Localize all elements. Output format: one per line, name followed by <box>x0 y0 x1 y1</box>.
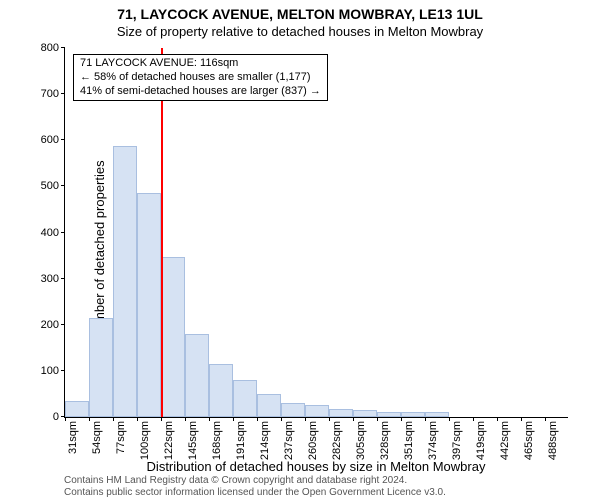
footer-attribution: Contains HM Land Registry data © Crown c… <box>64 475 446 498</box>
annotation-box: 71 LAYCOCK AVENUE: 116sqm← 58% of detach… <box>73 54 328 101</box>
histogram-bar <box>329 409 353 417</box>
y-tick-label: 0 <box>53 411 65 423</box>
x-tick-label: 465sqm <box>523 421 535 460</box>
x-tick-label: 214sqm <box>259 421 271 460</box>
x-tick-mark <box>305 417 306 421</box>
x-tick-label: 351sqm <box>403 421 415 460</box>
x-tick-label: 328sqm <box>379 421 391 460</box>
x-tick-label: 145sqm <box>187 421 199 460</box>
x-tick-label: 100sqm <box>139 421 151 460</box>
x-axis-label: Distribution of detached houses by size … <box>64 459 568 474</box>
chart-title-main: 71, LAYCOCK AVENUE, MELTON MOWBRAY, LE13… <box>0 6 600 22</box>
x-tick-mark <box>185 417 186 421</box>
x-tick-mark <box>377 417 378 421</box>
x-tick-mark <box>449 417 450 421</box>
reference-line <box>161 48 163 417</box>
histogram-bar <box>257 394 281 417</box>
x-tick-mark <box>89 417 90 421</box>
x-tick-mark <box>233 417 234 421</box>
footer-line-1: Contains HM Land Registry data © Crown c… <box>64 475 446 487</box>
y-tick-label: 100 <box>41 365 65 377</box>
histogram-bar <box>185 334 209 417</box>
x-tick-label: 168sqm <box>211 421 223 460</box>
x-tick-mark <box>545 417 546 421</box>
x-tick-label: 305sqm <box>355 421 367 460</box>
histogram-bar <box>89 318 113 417</box>
x-tick-label: 442sqm <box>499 421 511 460</box>
x-tick-mark <box>473 417 474 421</box>
histogram-bar <box>209 364 233 417</box>
histogram-bar <box>401 412 425 417</box>
y-tick-label: 600 <box>41 134 65 146</box>
bars-layer <box>65 48 568 417</box>
x-tick-label: 397sqm <box>451 421 463 460</box>
annotation-line: 71 LAYCOCK AVENUE: 116sqm <box>80 57 321 71</box>
x-tick-label: 191sqm <box>235 421 247 460</box>
y-tick-label: 400 <box>41 227 65 239</box>
chart-container: 71, LAYCOCK AVENUE, MELTON MOWBRAY, LE13… <box>0 0 600 500</box>
histogram-bar <box>137 193 161 417</box>
y-tick-label: 200 <box>41 319 65 331</box>
x-tick-mark <box>161 417 162 421</box>
x-tick-label: 260sqm <box>307 421 319 460</box>
x-tick-label: 419sqm <box>475 421 487 460</box>
x-tick-label: 31sqm <box>67 421 79 454</box>
histogram-bar <box>233 380 257 417</box>
x-tick-mark <box>257 417 258 421</box>
histogram-bar <box>65 401 89 417</box>
x-tick-label: 282sqm <box>331 421 343 460</box>
plot-area: 010020030040050060070080031sqm54sqm77sqm… <box>64 48 568 418</box>
x-tick-mark <box>65 417 66 421</box>
x-tick-label: 122sqm <box>163 421 175 460</box>
x-tick-mark <box>353 417 354 421</box>
x-tick-label: 488sqm <box>547 421 559 460</box>
histogram-bar <box>281 403 305 417</box>
footer-line-2: Contains public sector information licen… <box>64 487 446 499</box>
x-tick-label: 77sqm <box>115 421 127 454</box>
x-tick-label: 54sqm <box>91 421 103 454</box>
histogram-bar <box>113 146 137 417</box>
x-tick-mark <box>401 417 402 421</box>
x-tick-mark <box>497 417 498 421</box>
annotation-line: 41% of semi-detached houses are larger (… <box>80 85 321 99</box>
y-tick-label: 500 <box>41 180 65 192</box>
x-tick-label: 374sqm <box>427 421 439 460</box>
histogram-bar <box>377 412 401 417</box>
y-tick-label: 800 <box>41 42 65 54</box>
x-tick-mark <box>209 417 210 421</box>
histogram-bar <box>425 412 449 417</box>
x-tick-mark <box>521 417 522 421</box>
annotation-line: ← 58% of detached houses are smaller (1,… <box>80 71 321 85</box>
x-tick-mark <box>137 417 138 421</box>
x-tick-mark <box>113 417 114 421</box>
x-tick-mark <box>425 417 426 421</box>
x-tick-mark <box>329 417 330 421</box>
y-tick-label: 300 <box>41 273 65 285</box>
chart-title-sub: Size of property relative to detached ho… <box>0 24 600 39</box>
histogram-bar <box>305 405 329 417</box>
x-tick-label: 237sqm <box>283 421 295 460</box>
y-tick-label: 700 <box>41 88 65 100</box>
histogram-bar <box>161 257 185 417</box>
x-tick-mark <box>281 417 282 421</box>
histogram-bar <box>353 410 377 417</box>
